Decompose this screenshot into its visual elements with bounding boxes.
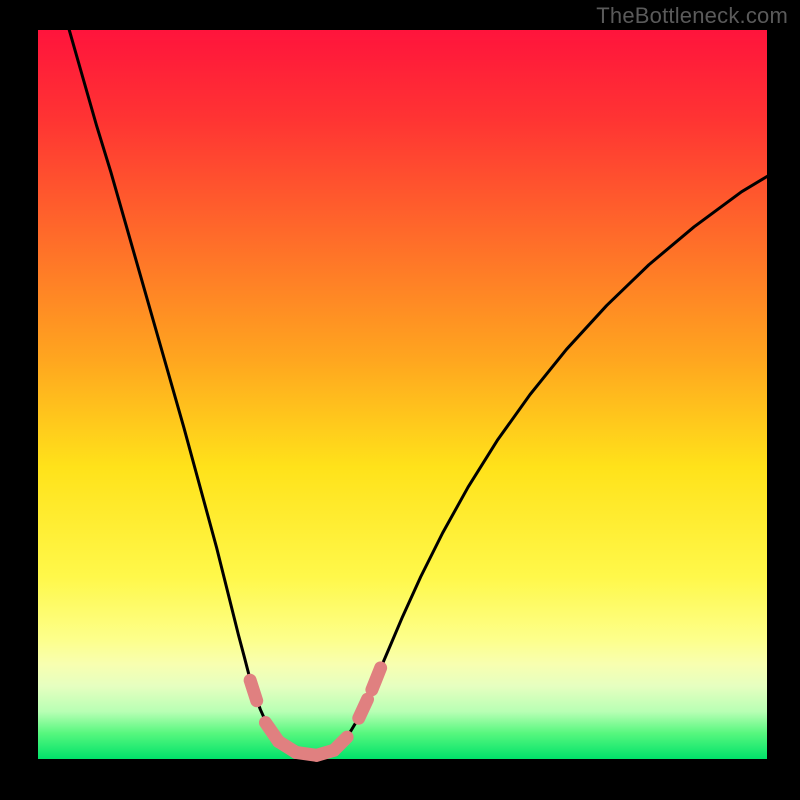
marker-segment: [334, 737, 347, 750]
marker-segment: [359, 699, 368, 718]
curve-line: [67, 23, 774, 758]
plot-area: [38, 30, 767, 759]
watermark-text: TheBottleneck.com: [596, 3, 788, 29]
highlight-markers: [250, 668, 380, 755]
bottleneck-curve: [38, 30, 767, 759]
marker-segment: [372, 668, 381, 690]
marker-segment: [250, 680, 257, 700]
